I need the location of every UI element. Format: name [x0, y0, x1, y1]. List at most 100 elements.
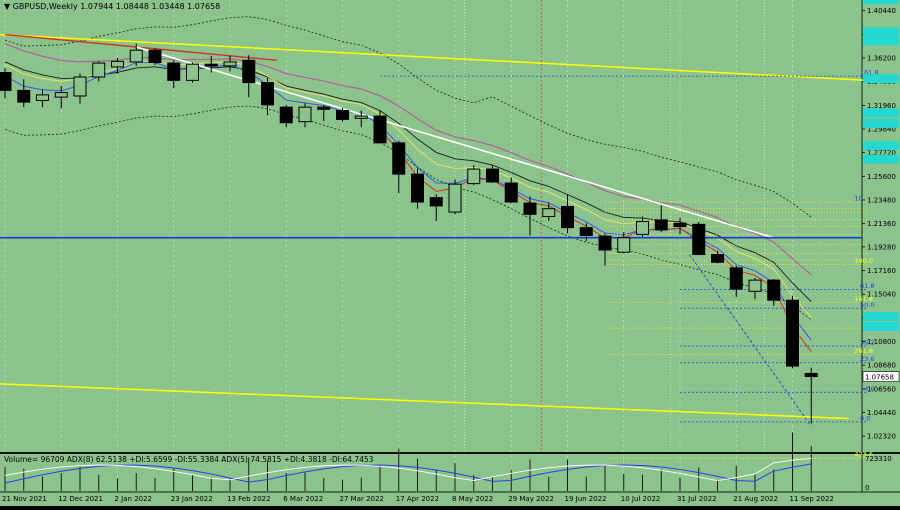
time-axis-bg — [0, 492, 900, 506]
time-tick-label: 29 May 2022 — [508, 495, 554, 503]
price-tick-label: 1.15040 — [867, 291, 896, 299]
fib-label-blue: 14.6 — [860, 385, 874, 393]
price-tick-label: 1.27720 — [867, 149, 896, 157]
price-tag — [863, 154, 899, 164]
candle-body — [561, 205, 574, 229]
fib-label-yellow: 423.6 — [854, 451, 873, 459]
candles-layer — [0, 43, 818, 424]
candle-body — [17, 89, 31, 103]
trendline-yellow-lower — [0, 383, 849, 420]
candle-body — [692, 223, 706, 255]
fib-label-blue: 0.0 — [860, 414, 870, 422]
time-tick-label: 2 Jan 2022 — [115, 495, 153, 503]
candle-body — [504, 182, 518, 203]
price-tick-label: 1.21360 — [867, 220, 896, 228]
trendline-red — [4, 33, 277, 61]
price-tag — [863, 141, 899, 151]
price-tag — [863, 36, 899, 46]
price-tick-label: 1.19280 — [867, 243, 896, 251]
trendline-blue-dashed — [689, 254, 812, 427]
candle-body — [261, 82, 274, 106]
candle-body — [767, 279, 781, 301]
candle-body — [0, 72, 12, 91]
candle-body — [167, 62, 181, 81]
time-tick-label: 21 Nov 2021 — [2, 495, 47, 503]
candle-body — [373, 115, 387, 144]
time-tick-label: 10 Jul 2022 — [621, 495, 661, 503]
price-tick-label: 1.25600 — [867, 173, 896, 181]
time-tick-label: 12 Dec 2021 — [58, 495, 103, 503]
time-tick-label: 21 Aug 2022 — [733, 495, 778, 503]
price-tick-label: 1.40440 — [867, 7, 896, 15]
envelope-upper — [4, 16, 812, 218]
candle-body — [579, 227, 593, 236]
candle-body — [598, 235, 612, 251]
candle-body — [523, 202, 537, 215]
adx-line-blue — [4, 463, 812, 484]
fib-label-blue: 61.8 — [860, 282, 874, 290]
candle-body — [92, 62, 106, 78]
collapse-arrow-icon[interactable]: ▼ — [4, 2, 11, 11]
price-tick-label: 1.02320 — [867, 433, 896, 441]
candle-body — [617, 237, 631, 253]
candle-body — [804, 372, 818, 378]
candle-body — [242, 59, 256, 84]
fib-label-blue: 38.2 — [860, 338, 874, 346]
candle-body — [429, 197, 443, 207]
fib-label-yellow: 161.8 — [854, 295, 873, 303]
candle-body — [636, 221, 649, 235]
candle-body — [448, 183, 462, 213]
candle-body — [711, 253, 724, 263]
fib-label-yellow: 261.8 — [854, 347, 873, 355]
fib-label-yellow: 10 — [854, 195, 862, 203]
ohlc-readout: 1.07944 1.08448 1.03448 1.07658 — [80, 2, 221, 11]
price-tick-label: 1.29840 — [867, 126, 896, 134]
candle-body — [36, 94, 49, 101]
candle-body — [542, 208, 556, 218]
price-tag — [863, 27, 899, 37]
price-tag — [863, 311, 899, 321]
candle-body — [354, 115, 368, 119]
price-tag — [863, 322, 899, 332]
candle-body — [204, 63, 218, 67]
price-tick-label: 1.31960 — [867, 102, 896, 110]
time-tick-label: 31 Jul 2022 — [677, 495, 717, 503]
chart-header: ▼ GBPUSD,Weekly 1.07944 1.08448 1.03448 … — [4, 2, 220, 11]
candle-body — [411, 173, 424, 203]
candle-body — [54, 92, 68, 98]
ma-black-line — [4, 61, 812, 303]
time-tick-label: 11 Sep 2022 — [790, 495, 834, 503]
trendline-yellow-upper — [0, 33, 868, 82]
candle-body — [298, 106, 312, 123]
current-price-label: 1.07658 — [865, 374, 894, 382]
price-tick-label: 1.23480 — [867, 196, 896, 204]
volume-scale-top: 723310 — [865, 455, 892, 463]
price-tick-label: 1.06560 — [867, 385, 896, 393]
candle-body — [129, 49, 143, 63]
price-tick-label: 1.10800 — [867, 338, 896, 346]
price-tick-label: 1.08680 — [867, 362, 896, 370]
candle-body — [673, 222, 687, 228]
current-price-box — [862, 371, 900, 382]
fib-label-yellow: 100.0 — [854, 257, 873, 265]
candle-body — [186, 63, 199, 81]
candle-body — [467, 168, 481, 185]
candle-body — [317, 106, 331, 110]
volume-axis-bg — [862, 454, 900, 492]
fib-label-blue: 50.0 — [860, 301, 874, 309]
candle-body — [654, 219, 668, 231]
candle-body — [392, 142, 406, 175]
price-tick-label: 1.04440 — [867, 409, 896, 417]
time-tick-label: 27 Mar 2022 — [340, 495, 384, 503]
price-tag — [863, 108, 899, 118]
candle-body — [279, 106, 293, 124]
symbol-label: GBPUSD,Weekly — [12, 2, 78, 11]
time-tick-label: 6 Mar 2022 — [283, 495, 323, 503]
price-tick-label: 1.17160 — [867, 267, 896, 275]
volume-layer: 723310 0 — [4, 432, 892, 492]
volume-indicator-label: Volume= 96709 ADX(8) 62.5138 +DI:5.6599 … — [4, 455, 374, 464]
candle-body — [748, 279, 762, 292]
price-tag — [863, 74, 899, 84]
